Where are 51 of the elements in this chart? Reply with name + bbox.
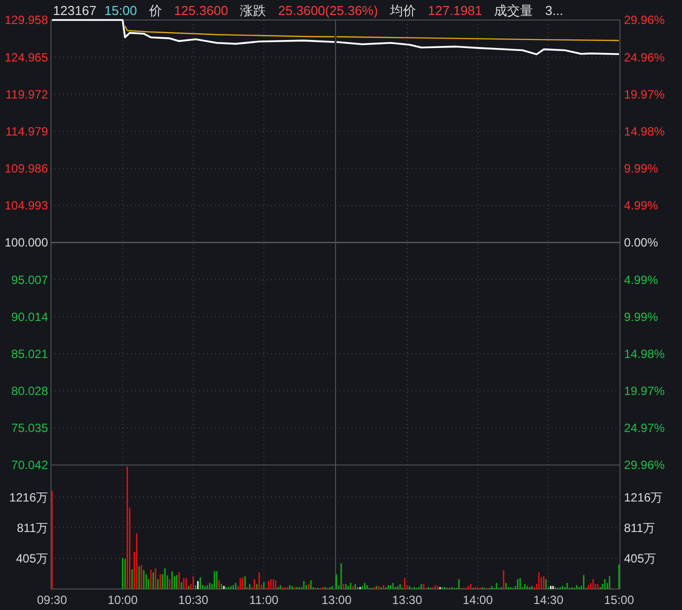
y-tick-label: 85.021 xyxy=(11,346,48,361)
y-tick-label: 405万 xyxy=(624,552,656,566)
y-tick-label: 14.98% xyxy=(624,346,666,361)
text: 125.3600 xyxy=(174,3,228,18)
y-tick-label: 124.965 xyxy=(4,50,48,64)
y-tick-label: 4.99% xyxy=(624,272,658,287)
y-tick-label: 19.97% xyxy=(624,87,666,102)
y-tick-label: 19.97% xyxy=(624,384,666,398)
y-tick-label: 0.00% xyxy=(624,236,658,250)
x-tick-label: 15:00 xyxy=(604,593,634,607)
y-tick-label: 114.979 xyxy=(6,124,48,138)
text: 均价 xyxy=(388,3,416,18)
y-tick-label: 1216万 xyxy=(9,490,48,504)
y-tick-label: 1216万 xyxy=(624,490,663,504)
y-tick-label: 129.958 xyxy=(4,13,48,28)
y-tick-label: 24.96% xyxy=(624,50,666,64)
y-tick-label: 29.96% xyxy=(624,13,666,28)
text: 15:00 xyxy=(104,3,137,18)
y-tick-label: 100.000 xyxy=(4,236,48,250)
y-tick-label: 4.99% xyxy=(624,198,658,213)
y-tick-label: 119.972 xyxy=(6,87,48,102)
text: 3... xyxy=(545,3,564,18)
x-tick-label: 13:30 xyxy=(392,593,422,607)
y-tick-label: 14.98% xyxy=(624,124,666,138)
y-tick-label: 811万 xyxy=(16,520,48,535)
y-tick-label: 9.99% xyxy=(624,162,658,176)
text: 25.3600(25.36%) xyxy=(278,3,378,18)
text: 127.1981 xyxy=(428,3,482,18)
chart-title: 123167 xyxy=(53,3,96,18)
x-tick-label: 13:00 xyxy=(321,593,352,607)
text: 价 xyxy=(148,3,162,18)
x-tick-label: 14:30 xyxy=(533,593,564,607)
y-tick-label: 109.986 xyxy=(4,162,48,176)
y-tick-label: 9.99% xyxy=(624,310,658,324)
y-tick-label: 405万 xyxy=(16,552,48,566)
y-tick-label: 29.96% xyxy=(624,458,666,472)
text: 涨跌 xyxy=(240,3,266,18)
x-tick-label: 10:00 xyxy=(108,593,138,607)
x-tick-label: 11:00 xyxy=(249,593,279,607)
y-tick-label: 80.028 xyxy=(11,384,48,398)
x-tick-label: 14:00 xyxy=(462,593,494,607)
y-tick-label: 95.007 xyxy=(11,272,48,287)
y-tick-label: 24.97% xyxy=(624,421,666,436)
y-tick-label: 90.014 xyxy=(11,310,48,324)
y-tick-label: 70.042 xyxy=(11,458,48,472)
x-tick-label: 09:30 xyxy=(36,593,68,607)
text: 成交量 xyxy=(494,3,534,18)
y-tick-label: 104.993 xyxy=(4,198,48,213)
x-tick-label: 10:30 xyxy=(178,593,209,607)
y-tick-label: 75.035 xyxy=(11,421,48,436)
y-tick-label: 811万 xyxy=(624,520,656,535)
